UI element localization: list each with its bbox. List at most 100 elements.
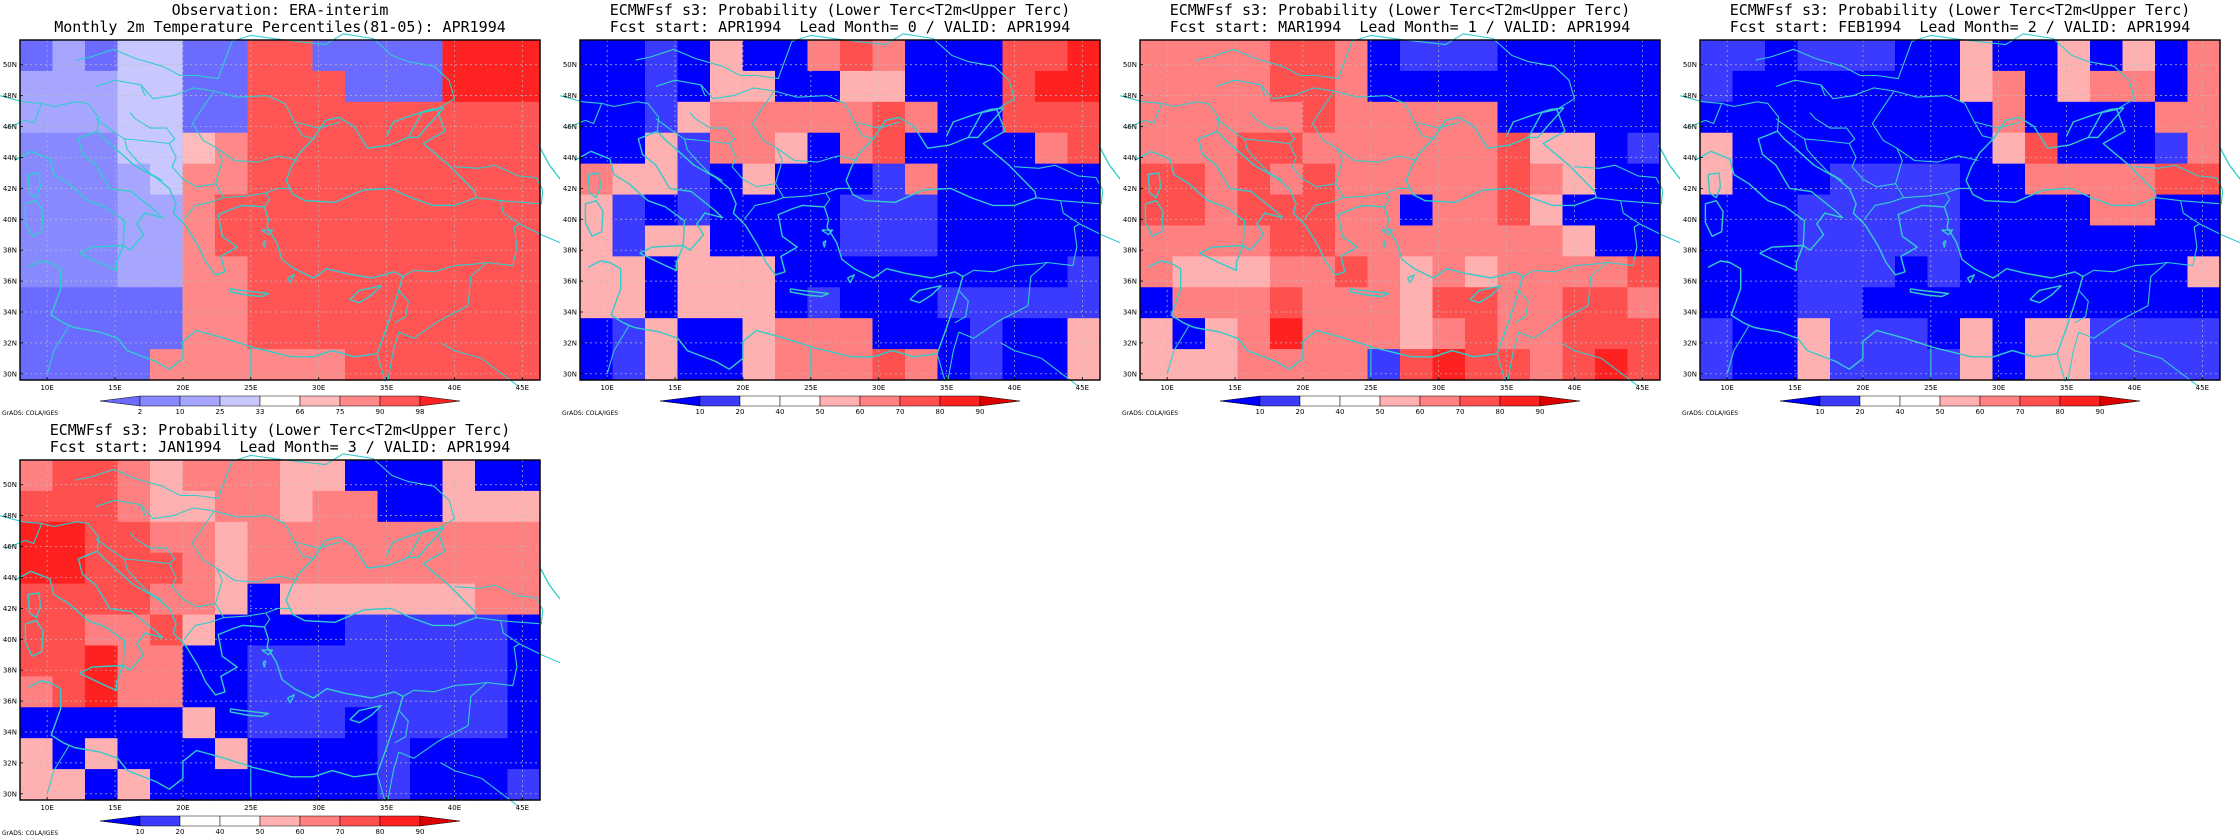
lon-tick-label: 25E	[1924, 384, 1937, 392]
data-cell	[442, 738, 476, 770]
data-cell	[280, 349, 314, 381]
data-cell	[410, 163, 444, 196]
data-cell	[1732, 101, 1766, 134]
data-cell	[1367, 194, 1401, 227]
data-cell	[150, 552, 184, 585]
lat-tick-label: 38N	[563, 247, 577, 255]
country-border	[214, 567, 223, 604]
data-cell	[905, 225, 939, 257]
grads-credit: GrADS: COLA/IGES	[2, 830, 59, 837]
data-cell	[1530, 349, 1564, 381]
color-bar-swatch	[779, 395, 821, 407]
data-cell	[807, 70, 841, 103]
data-cell	[85, 40, 119, 72]
color-bar-label: 60	[296, 828, 305, 836]
country-border	[140, 84, 215, 100]
lon-tick-label: 15E	[668, 384, 681, 392]
country-border	[440, 342, 519, 387]
lon-tick-label: 45E	[1076, 384, 1089, 392]
data-cell	[475, 40, 509, 72]
data-cell	[215, 490, 249, 523]
data-cell	[1530, 101, 1564, 134]
data-cell	[85, 349, 119, 381]
coastline	[24, 200, 44, 237]
coastline	[1707, 172, 1722, 199]
lat-tick-label: 40N	[1683, 216, 1697, 224]
data-cell	[377, 552, 411, 585]
coastline	[846, 274, 855, 284]
data-cell	[580, 163, 614, 196]
data-cell	[612, 101, 646, 134]
data-cell	[1035, 40, 1069, 72]
data-cell	[1367, 132, 1401, 165]
country-border	[1726, 325, 1750, 374]
lat-tick-label: 50N	[1683, 61, 1697, 69]
data-cell	[1205, 163, 1239, 196]
data-cell	[117, 287, 151, 319]
data-cell	[280, 225, 314, 257]
country-border	[440, 762, 519, 807]
country-border	[2082, 223, 2200, 277]
country-border	[214, 90, 315, 140]
data-cell	[1172, 287, 1206, 319]
color-bar-swatch	[1499, 395, 1541, 407]
data-cell	[645, 256, 679, 288]
data-cell	[247, 490, 281, 523]
color-bar-label: 70	[2016, 408, 2025, 416]
data-cell	[1895, 40, 1929, 72]
data-cell	[20, 490, 54, 523]
data-cell	[1465, 225, 1499, 257]
country-border	[1126, 103, 1163, 129]
data-cell	[52, 769, 86, 801]
data-cell	[677, 194, 711, 227]
data-cell	[410, 521, 444, 554]
data-cell	[1895, 225, 1929, 257]
color-bar-swatch	[1379, 395, 1421, 407]
data-cell	[150, 583, 184, 616]
data-cell	[1335, 349, 1369, 381]
data-cell	[2187, 40, 2221, 72]
data-cell	[280, 194, 314, 227]
data-cell	[2187, 101, 2221, 134]
data-cell	[280, 287, 314, 319]
coastline	[639, 244, 684, 271]
data-cell	[2057, 194, 2091, 227]
coastline	[587, 260, 624, 324]
data-cell	[1862, 163, 1896, 196]
data-cell	[2090, 40, 2124, 72]
color-bar-swatch	[1459, 395, 1501, 407]
color-bar-label: 66	[296, 408, 305, 416]
country-border	[123, 138, 163, 182]
country-border	[263, 612, 271, 628]
lat-tick-label: 48N	[1683, 92, 1697, 100]
data-cell	[1237, 70, 1271, 103]
lat-tick-label: 30N	[1683, 370, 1697, 378]
lat-tick-label: 44N	[563, 154, 577, 162]
country-border	[0, 515, 100, 552]
country-border	[683, 138, 723, 182]
data-cell	[1237, 225, 1271, 257]
data-cell	[442, 460, 476, 492]
coastline	[1505, 107, 1565, 139]
country-border	[231, 33, 456, 110]
data-cell	[410, 583, 444, 616]
data-cell	[1797, 349, 1831, 381]
data-cell	[2057, 287, 2091, 319]
data-cell	[280, 490, 314, 523]
data-cell	[775, 101, 809, 134]
data-cell	[1627, 287, 1661, 319]
data-cell	[312, 40, 346, 72]
data-cell	[1992, 287, 2026, 319]
color-bar-swatch	[2019, 395, 2061, 407]
data-cell	[117, 225, 151, 257]
data-cell	[905, 194, 939, 227]
country-border	[129, 532, 176, 564]
data-cell	[905, 101, 939, 134]
data-cell	[85, 287, 119, 319]
data-cell	[1732, 70, 1766, 103]
data-cell	[1797, 225, 1831, 257]
color-bar-swatch	[219, 395, 261, 407]
color-bar-swatch	[259, 395, 301, 407]
color-bar-swatch	[219, 815, 261, 827]
data-cell	[872, 40, 906, 72]
